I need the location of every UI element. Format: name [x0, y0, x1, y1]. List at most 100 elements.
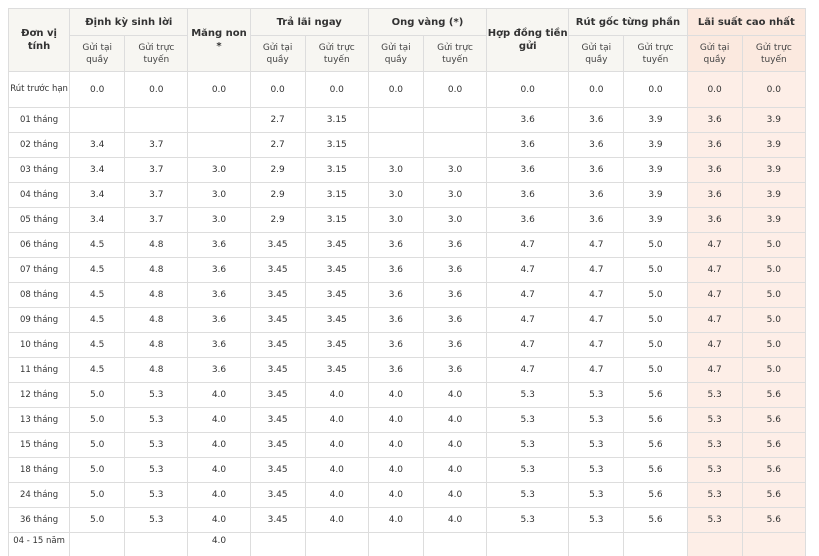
rate-cell: 0.0	[367, 71, 424, 108]
rate-cell	[486, 532, 570, 556]
rate-cell: 3.0	[422, 182, 488, 208]
rate-cell: 3.6	[486, 107, 570, 133]
rate-cell: 5.3	[686, 382, 743, 408]
rate-cell: 4.7	[686, 332, 743, 358]
rate-cell: 0.0	[304, 71, 369, 108]
rate-cell: 5.3	[124, 382, 189, 408]
rate-cell: 5.0	[69, 457, 126, 483]
rate-cell: 3.6	[568, 107, 625, 133]
header-hop-dong-tien-gui: Hợp đồng tiền gửi	[486, 8, 570, 72]
rate-cell: 3.45	[304, 232, 369, 258]
rate-cell: 3.0	[367, 182, 424, 208]
rate-cell: 3.6	[422, 357, 488, 383]
rate-cell: 3.6	[486, 207, 570, 233]
rate-cell: 2.9	[249, 182, 306, 208]
rate-cell: 3.4	[69, 157, 126, 183]
rate-cell: 4.7	[568, 307, 625, 333]
rate-cell: 3.7	[124, 207, 189, 233]
rate-cell: 5.6	[623, 482, 688, 508]
term-cell: 12 tháng	[7, 382, 71, 408]
rate-cell: 3.6	[187, 332, 251, 358]
rate-cell: 5.3	[486, 457, 570, 483]
rate-cell: 5.0	[741, 357, 807, 383]
term-cell: 01 tháng	[7, 107, 71, 133]
rate-cell: 3.6	[486, 182, 570, 208]
rate-cell: 4.7	[686, 307, 743, 333]
table-body: Rút trước hạn 0.0 0.0 0.0 0.0 0.0 0.0 0.0 0.0 0.0…	[7, 71, 807, 556]
rate-cell: 3.6	[367, 232, 424, 258]
rate-cell: 3.6	[367, 357, 424, 383]
rate-cell: 3.45	[249, 407, 306, 433]
rate-cell: 4.8	[124, 332, 189, 358]
rate-cell: 4.7	[486, 257, 570, 283]
rate-cell: 4.8	[124, 232, 189, 258]
rate-cell: 3.6	[187, 282, 251, 308]
term-cell: 08 tháng	[7, 282, 71, 308]
rate-cell: 3.45	[249, 507, 306, 533]
rate-cell: 5.3	[124, 482, 189, 508]
header-rut-goc-tung-phan: Rút gốc từng phần	[568, 8, 688, 36]
rate-cell: 3.6	[367, 282, 424, 308]
rate-cell: 3.6	[686, 157, 743, 183]
rate-cell: 5.0	[623, 232, 688, 258]
rate-cell: 5.6	[623, 407, 688, 433]
rate-cell: 0.0	[69, 71, 126, 108]
table-header: Đơn vị tính Định kỳ sinh lời Măng non * …	[7, 8, 807, 72]
rate-cell: 3.6	[568, 157, 625, 183]
rate-cell: 4.0	[422, 457, 488, 483]
rate-cell: 5.3	[568, 507, 625, 533]
rate-cell: 5.3	[486, 382, 570, 408]
rate-cell: 3.6	[686, 207, 743, 233]
rate-cell: 4.0	[304, 457, 369, 483]
term-cell: 11 tháng	[7, 357, 71, 383]
rate-cell: 3.6	[367, 332, 424, 358]
rate-cell: 5.0	[741, 332, 807, 358]
table-row: 12 tháng 5.0 5.3 4.0 3.45 4.0 4.0 4.0 5.3 5.3 5.6 5…	[7, 382, 807, 408]
rate-cell: 4.7	[486, 307, 570, 333]
table-row: 10 tháng 4.5 4.8 3.6 3.45 3.45 3.6 3.6 4.7 4.7 5.0…	[7, 332, 807, 358]
term-cell: 06 tháng	[7, 232, 71, 258]
rate-cell: 5.3	[568, 407, 625, 433]
rate-cell: 5.0	[623, 357, 688, 383]
rate-cell: 3.6	[422, 282, 488, 308]
subheader-counter: Gửi tại quầy	[686, 35, 743, 72]
term-cell: 13 tháng	[7, 407, 71, 433]
rate-cell: 3.6	[367, 307, 424, 333]
rate-cell: 3.6	[187, 257, 251, 283]
rate-cell: 0.0	[249, 71, 306, 108]
rate-cell: 5.0	[623, 307, 688, 333]
rate-cell: 0.0	[568, 71, 625, 108]
rate-cell: 4.0	[422, 382, 488, 408]
term-cell: 02 tháng	[7, 132, 71, 158]
table-row: 13 tháng 5.0 5.3 4.0 3.45 4.0 4.0 4.0 5.3 5.3 5.6 5…	[7, 407, 807, 433]
rate-cell: 5.0	[69, 507, 126, 533]
rate-cell: 0.0	[422, 71, 488, 108]
table-row: 03 tháng 3.4 3.7 3.0 2.9 3.15 3.0 3.0 3.6 3.6 3.9 3…	[7, 157, 807, 183]
rate-cell: 4.7	[686, 282, 743, 308]
rate-cell: 4.0	[187, 432, 251, 458]
rate-cell: 3.0	[187, 182, 251, 208]
rate-cell: 2.7	[249, 132, 306, 158]
rate-cell: 3.15	[304, 182, 369, 208]
rate-cell: 3.45	[304, 307, 369, 333]
rate-cell: 4.7	[486, 282, 570, 308]
rate-cell: 5.6	[623, 507, 688, 533]
term-cell: 15 tháng	[7, 432, 71, 458]
term-cell: 18 tháng	[7, 457, 71, 483]
table-row: 07 tháng 4.5 4.8 3.6 3.45 3.45 3.6 3.6 4.7 4.7 5.0…	[7, 257, 807, 283]
rate-cell: 4.0	[187, 407, 251, 433]
rate-cell: 3.45	[249, 432, 306, 458]
header-unit: Đơn vị tính	[7, 8, 71, 72]
rate-cell: 5.3	[486, 432, 570, 458]
rate-cell: 5.3	[124, 407, 189, 433]
header-dinh-ky-sinh-loi: Định kỳ sinh lời	[69, 8, 189, 36]
rate-cell: 5.6	[741, 432, 807, 458]
rate-cell	[187, 132, 251, 158]
rate-cell: 4.0	[187, 457, 251, 483]
rate-cell: 3.9	[623, 132, 688, 158]
rate-cell: 3.45	[304, 332, 369, 358]
term-cell: 04 - 15 năm	[7, 532, 71, 556]
rate-cell: 0.0	[686, 71, 743, 108]
rate-cell: 3.45	[304, 282, 369, 308]
